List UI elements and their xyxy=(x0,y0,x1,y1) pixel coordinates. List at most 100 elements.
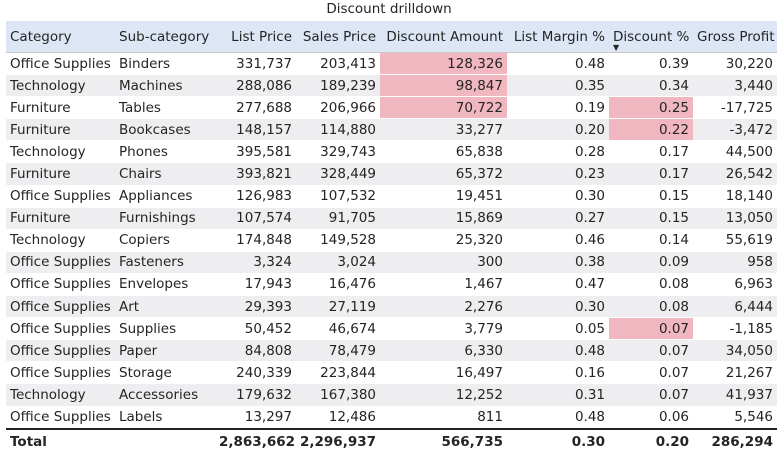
column-header-discount-pct-label: Discount % xyxy=(613,28,690,45)
cell-discount-pct: 0.25 xyxy=(609,96,693,119)
column-header-discount-pct[interactable]: Discount % ▼ xyxy=(609,21,693,53)
table-row[interactable]: Office Supplies Art 29,393 27,119 2,276 0.30 0… xyxy=(6,295,777,318)
cell-list-price: 29,393 xyxy=(215,295,296,318)
cell-gross-profit: 3,440 xyxy=(693,74,777,97)
cell-discount-amount: 98,847 xyxy=(380,74,507,97)
table-row[interactable]: Furniture Furnishings 107,574 91,705 15,869 0… xyxy=(6,206,777,230)
cell-category: Technology xyxy=(6,228,115,252)
cell-list-margin: 0.46 xyxy=(507,228,609,252)
cell-sales-price: 107,532 xyxy=(296,184,380,208)
cell-gross-profit: 30,220 xyxy=(693,51,777,75)
table-row[interactable]: Technology Phones 395,581 329,743 65,838 0.28… xyxy=(6,140,777,163)
cell-category: Furniture xyxy=(6,96,115,119)
cell-subcategory: Accessories xyxy=(115,383,215,406)
cell-list-price: 240,339 xyxy=(215,361,296,384)
cell-discount-amount: 15,869 xyxy=(380,206,507,230)
table-row[interactable]: Furniture Bookcases 148,157 114,880 33,277 0.… xyxy=(6,118,777,141)
cell-gross-profit: 44,500 xyxy=(693,140,777,163)
cell-discount-amount: 19,451 xyxy=(380,184,507,208)
table-row[interactable]: Office Supplies Supplies 50,452 46,674 3,779… xyxy=(6,317,777,340)
cell-gross-profit: -3,472 xyxy=(693,118,777,141)
cell-discount-amount: 65,372 xyxy=(380,162,507,186)
cell-discount-pct: 0.07 xyxy=(609,339,693,362)
cell-gross-profit: 34,050 xyxy=(693,339,777,362)
table-row[interactable]: Office Supplies Binders 331,737 203,413 128,… xyxy=(6,51,777,75)
table-row[interactable]: Technology Accessories 179,632 167,380 12,25… xyxy=(6,383,777,406)
column-header-category[interactable]: Category xyxy=(6,21,115,53)
cell-gross-profit: -17,725 xyxy=(693,96,777,119)
cell-category: Furniture xyxy=(6,162,115,186)
cell-discount-amount: 33,277 xyxy=(380,118,507,141)
cell-discount-amount: 12,252 xyxy=(380,383,507,406)
cell-list-margin: 0.47 xyxy=(507,272,609,296)
cell-list-price: 148,157 xyxy=(215,118,296,141)
table-row[interactable]: Technology Machines 288,086 189,239 98,847 0.… xyxy=(6,74,777,97)
cell-subcategory: Supplies xyxy=(115,317,215,340)
table-row[interactable]: Office Supplies Fasteners 3,324 3,024 300 0.3… xyxy=(6,250,777,274)
cell-subcategory: Labels xyxy=(115,405,215,429)
table-row[interactable]: Furniture Chairs 393,821 328,449 65,372 0.23 0… xyxy=(6,162,777,186)
cell-subcategory: Art xyxy=(115,295,215,318)
cell-list-price: 84,808 xyxy=(215,339,296,362)
table-row[interactable]: Office Supplies Storage 240,339 223,844 16,4… xyxy=(6,361,777,384)
cell-discount-amount: 128,326 xyxy=(380,51,507,75)
cell-gross-profit: 6,963 xyxy=(693,272,777,296)
total-list-price: 2,863,662 xyxy=(215,427,296,455)
cell-list-price: 393,821 xyxy=(215,162,296,186)
table-row[interactable]: Office Supplies Envelopes 17,943 16,476 1,46… xyxy=(6,272,777,296)
cell-discount-pct: 0.39 xyxy=(609,51,693,75)
cell-list-price: 17,943 xyxy=(215,272,296,296)
column-header-subcategory[interactable]: Sub-category xyxy=(115,21,215,53)
cell-discount-amount: 6,330 xyxy=(380,339,507,362)
cell-discount-pct: 0.07 xyxy=(609,361,693,384)
cell-category: Office Supplies xyxy=(6,295,115,318)
cell-list-margin: 0.48 xyxy=(507,405,609,429)
table-body: Office Supplies Binders 331,737 203,413 128,… xyxy=(6,51,777,429)
cell-subcategory: Binders xyxy=(115,51,215,75)
cell-subcategory: Tables xyxy=(115,96,215,119)
cell-discount-amount: 2,276 xyxy=(380,295,507,318)
column-header-gross-profit[interactable]: Gross Profit xyxy=(693,21,777,53)
cell-sales-price: 189,239 xyxy=(296,74,380,97)
total-discount-amount: 566,735 xyxy=(380,427,507,455)
cell-list-price: 50,452 xyxy=(215,317,296,340)
total-gross-profit: 286,294 xyxy=(693,427,777,455)
cell-sales-price: 329,743 xyxy=(296,140,380,163)
cell-subcategory: Chairs xyxy=(115,162,215,186)
cell-category: Office Supplies xyxy=(6,361,115,384)
table-row[interactable]: Office Supplies Paper 84,808 78,479 6,330 0.4… xyxy=(6,339,777,362)
visual-title: Discount drilldown xyxy=(326,1,452,17)
cell-list-margin: 0.05 xyxy=(507,317,609,340)
table-row[interactable]: Office Supplies Labels 13,297 12,486 811 0.48… xyxy=(6,405,777,429)
cell-subcategory: Paper xyxy=(115,339,215,362)
column-header-discount-amount[interactable]: Discount Amount xyxy=(380,21,507,53)
cell-sales-price: 27,119 xyxy=(296,295,380,318)
cell-category: Technology xyxy=(6,74,115,97)
table-row[interactable]: Furniture Tables 277,688 206,966 70,722 0.19 0… xyxy=(6,96,777,119)
column-header-sales-price[interactable]: Sales Price xyxy=(296,21,380,53)
sort-descending-icon[interactable]: ▼ xyxy=(613,43,620,52)
table-row[interactable]: Office Supplies Appliances 126,983 107,532 1… xyxy=(6,184,777,208)
cell-gross-profit: 55,619 xyxy=(693,228,777,252)
cell-sales-price: 91,705 xyxy=(296,206,380,230)
cell-list-price: 179,632 xyxy=(215,383,296,406)
cell-subcategory: Phones xyxy=(115,140,215,163)
cell-category: Office Supplies xyxy=(6,272,115,296)
cell-list-price: 126,983 xyxy=(215,184,296,208)
cell-gross-profit: 958 xyxy=(693,250,777,274)
cell-sales-price: 16,476 xyxy=(296,272,380,296)
cell-subcategory: Bookcases xyxy=(115,118,215,141)
cell-discount-amount: 811 xyxy=(380,405,507,429)
cell-category: Office Supplies xyxy=(6,405,115,429)
cell-gross-profit: 18,140 xyxy=(693,184,777,208)
table-row[interactable]: Technology Copiers 174,848 149,528 25,320 0.4… xyxy=(6,228,777,252)
cell-gross-profit: 21,267 xyxy=(693,361,777,384)
column-header-list-margin[interactable]: List Margin % xyxy=(507,21,609,53)
column-header-list-price[interactable]: List Price xyxy=(215,21,296,53)
total-list-margin: 0.30 xyxy=(507,427,609,455)
cell-discount-pct: 0.07 xyxy=(609,317,693,340)
cell-subcategory: Fasteners xyxy=(115,250,215,274)
cell-sales-price: 203,413 xyxy=(296,51,380,75)
cell-discount-pct: 0.09 xyxy=(609,250,693,274)
